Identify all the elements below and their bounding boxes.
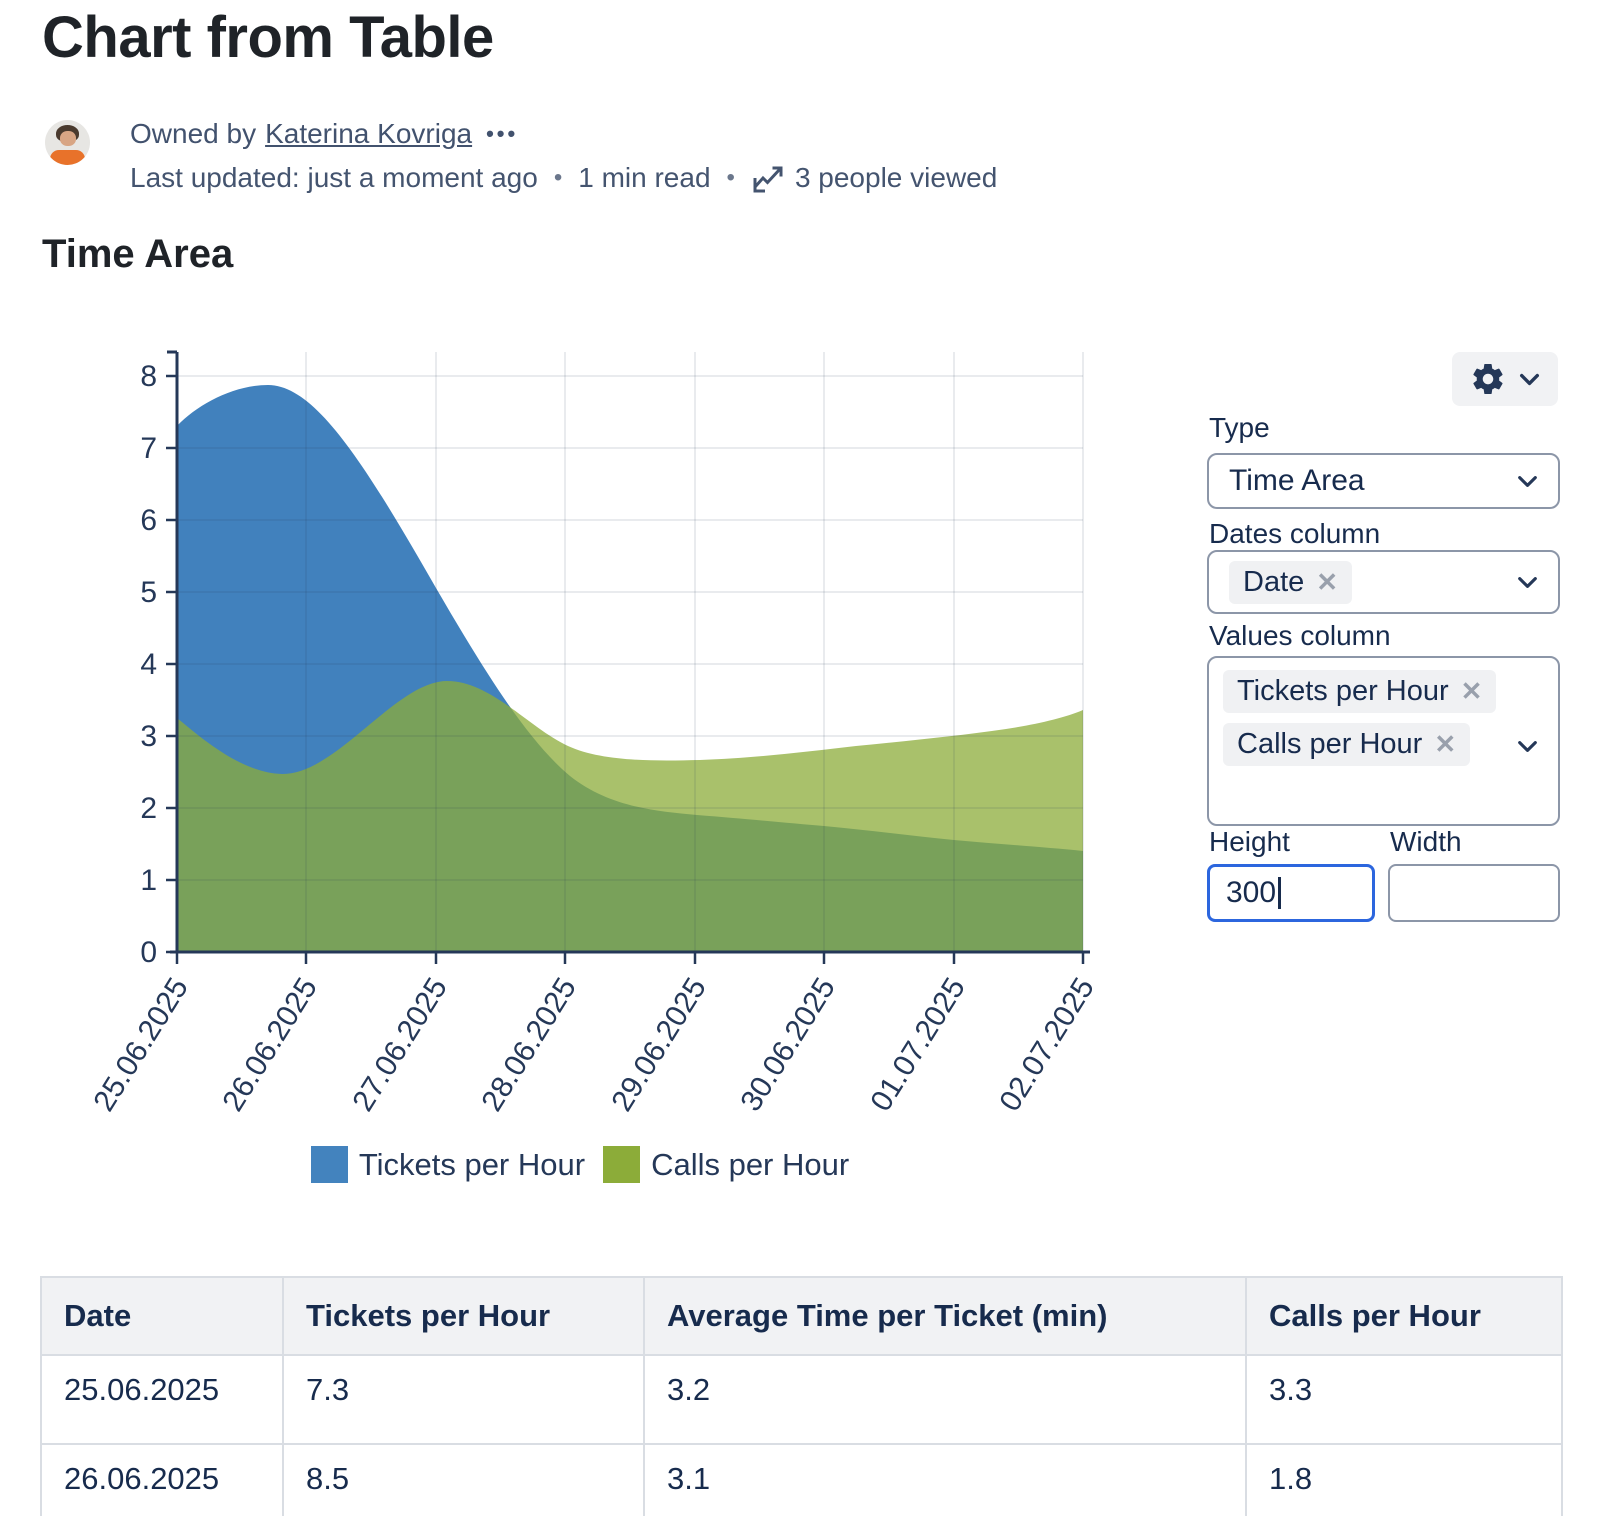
dates-column-select[interactable]: Date ✕: [1207, 550, 1560, 614]
x-tick-label: 29.06.2025: [605, 972, 713, 1117]
area-calls-per-hour: [177, 681, 1083, 952]
remove-tag-icon[interactable]: ✕: [1434, 729, 1457, 759]
avatar[interactable]: [45, 120, 90, 165]
chevron-down-icon: [1518, 576, 1537, 588]
chart-settings-button[interactable]: [1452, 352, 1558, 406]
cell-calls: 3.3: [1245, 1354, 1563, 1445]
cell-date: 25.06.2025: [40, 1354, 284, 1445]
x-tick-label: 30.06.2025: [734, 972, 842, 1117]
x-tick-label: 26.06.2025: [216, 972, 324, 1117]
cell-tickets: 7.3: [282, 1354, 645, 1445]
remove-tag-icon[interactable]: ✕: [1460, 676, 1483, 706]
col-header-avg-time: Average Time per Ticket (min): [643, 1276, 1247, 1356]
type-select-value: Time Area: [1229, 464, 1365, 497]
chevron-down-icon: [1518, 741, 1537, 752]
axis-ticks: [166, 374, 1085, 964]
dates-column-label: Dates column: [1209, 518, 1381, 549]
col-header-date: Date: [40, 1276, 284, 1356]
table-header-row: Date Tickets per Hour Average Time per T…: [40, 1276, 1563, 1356]
legend-item-tickets[interactable]: Tickets per Hour: [310, 1146, 586, 1183]
y-tick-label: 8: [140, 360, 157, 393]
y-tick-label: 2: [140, 792, 157, 825]
selected-tag-calls: Calls per Hour ✕: [1223, 723, 1471, 766]
cell-calls: 1.8: [1245, 1443, 1563, 1516]
gear-icon: [1473, 364, 1503, 394]
y-tick-label: 0: [140, 936, 157, 969]
width-input[interactable]: [1388, 864, 1560, 922]
col-header-calls: Calls per Hour: [1245, 1276, 1563, 1356]
x-tick-label: 28.06.2025: [475, 972, 583, 1117]
byline: Owned by Katerina Kovriga ••• Last updat…: [45, 118, 998, 196]
height-input[interactable]: 300: [1207, 864, 1375, 922]
x-tick-label: 02.07.2025: [993, 972, 1101, 1117]
gridlines: [177, 352, 1084, 952]
height-label: Height: [1209, 826, 1290, 857]
axes: [167, 350, 1090, 954]
tag-label: Tickets per Hour: [1237, 675, 1449, 707]
tag-label: Calls per Hour: [1237, 728, 1423, 760]
col-header-tickets: Tickets per Hour: [282, 1276, 645, 1356]
cell-date: 26.06.2025: [40, 1443, 284, 1516]
more-actions-button[interactable]: •••: [486, 121, 519, 146]
chevron-down-icon: [1520, 373, 1539, 385]
page-title: Chart from Table: [42, 5, 494, 70]
tag-label: Date: [1243, 565, 1305, 598]
y-tick-label: 4: [140, 648, 157, 681]
table-row: 25.06.2025 7.3 3.2 3.3: [40, 1354, 1563, 1445]
selected-tag-date: Date ✕: [1229, 560, 1353, 604]
views-count[interactable]: 3 people viewed: [794, 162, 998, 193]
y-axis-labels: 0 1 2 3 4 5 6 7 8: [140, 360, 157, 969]
y-tick-label: 6: [140, 504, 157, 537]
y-tick-label: 7: [140, 432, 157, 465]
y-tick-label: 5: [140, 576, 157, 609]
owned-by-text: Owned by: [130, 118, 257, 149]
analytics-trend-icon: [753, 166, 783, 193]
chart-legend: Tickets per Hour Calls per Hour: [60, 1146, 1100, 1183]
section-heading: Time Area: [42, 232, 234, 276]
cell-avg-time: 3.2: [643, 1354, 1247, 1445]
selected-tag-tickets: Tickets per Hour ✕: [1223, 670, 1497, 713]
remove-tag-icon[interactable]: ✕: [1316, 566, 1339, 597]
height-input-value: 300: [1226, 876, 1277, 909]
dot-separator: •: [726, 164, 735, 191]
legend-swatch-green: [603, 1146, 641, 1183]
chevron-down-icon: [1518, 475, 1537, 487]
type-label: Type: [1209, 412, 1270, 443]
values-column-select[interactable]: Tickets per Hour ✕ Calls per Hour ✕: [1207, 656, 1560, 826]
dot-separator: •: [553, 164, 563, 191]
last-updated-text: Last updated: just a moment ago: [130, 162, 538, 193]
source-data-table: Date Tickets per Hour Average Time per T…: [40, 1276, 1563, 1516]
read-time-text: 1 min read: [578, 162, 711, 193]
type-select[interactable]: Time Area: [1207, 453, 1560, 509]
x-tick-label: 27.06.2025: [346, 972, 454, 1117]
x-axis-labels: 25.06.2025 26.06.2025 27.06.2025 28.06.2…: [87, 972, 1101, 1117]
cell-tickets: 8.5: [282, 1443, 645, 1516]
legend-label: Calls per Hour: [651, 1146, 850, 1182]
table-row: 26.06.2025 8.5 3.1 1.8: [40, 1443, 1563, 1516]
avatar-shirt: [50, 150, 85, 165]
y-tick-label: 1: [140, 864, 157, 897]
time-area-chart: 0 1 2 3 4 5 6 7 8 25.06.2025 26.06.2025 …: [87, 350, 1101, 1117]
cell-avg-time: 3.1: [643, 1443, 1247, 1516]
legend-label: Tickets per Hour: [358, 1146, 586, 1182]
legend-item-calls[interactable]: Calls per Hour: [603, 1146, 849, 1183]
owner-link[interactable]: Katerina Kovriga: [265, 118, 473, 149]
y-tick-label: 3: [140, 720, 157, 753]
avatar-face: [59, 131, 76, 146]
x-tick-label: 25.06.2025: [87, 972, 195, 1117]
width-label: Width: [1390, 826, 1462, 857]
text-caret: [1278, 877, 1282, 909]
values-column-label: Values column: [1209, 620, 1391, 651]
legend-swatch-blue: [310, 1146, 348, 1183]
x-tick-label: 01.07.2025: [864, 972, 972, 1117]
